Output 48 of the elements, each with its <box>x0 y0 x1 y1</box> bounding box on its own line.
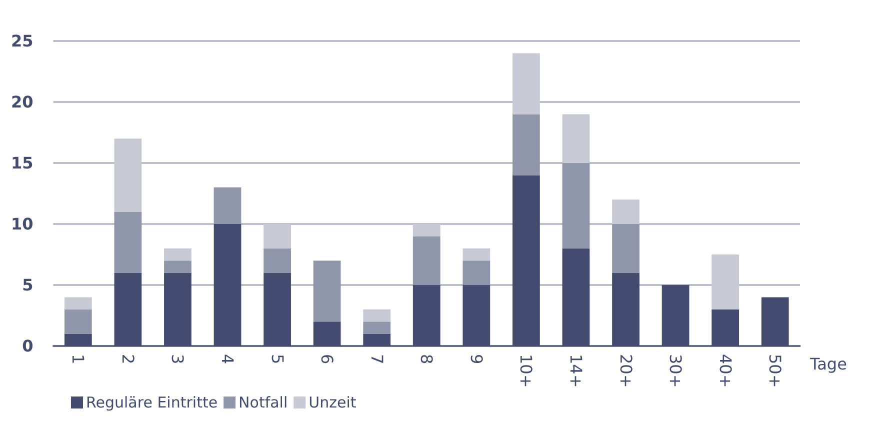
bar <box>264 248 291 273</box>
bar <box>512 53 540 114</box>
bar <box>114 138 142 212</box>
bar <box>313 260 341 322</box>
bar <box>363 309 391 322</box>
bar <box>164 260 192 273</box>
bar <box>562 114 590 163</box>
x-tick-label: 5 <box>268 354 287 364</box>
bar <box>164 248 192 261</box>
bar <box>64 309 92 334</box>
bar <box>114 212 142 273</box>
legend-label: Reguläre Eintritte <box>86 394 218 412</box>
y-tick-label: 25 <box>11 32 34 50</box>
x-tick-label: 6 <box>318 354 337 364</box>
bar <box>612 224 640 273</box>
bar <box>363 322 391 334</box>
x-tick-label: 9 <box>466 354 486 364</box>
y-tick-label: 0 <box>22 336 34 356</box>
bar <box>214 187 242 224</box>
bar <box>264 224 291 248</box>
x-tick-label: 1 <box>68 354 88 364</box>
x-axis-title: Tage <box>809 354 847 374</box>
bar <box>612 200 640 224</box>
x-tick-label: 30+ <box>666 354 686 388</box>
legend-label: Unzeit <box>308 394 356 412</box>
x-tick-label: 50+ <box>766 354 785 388</box>
legend-label: Notfall <box>238 394 288 412</box>
y-tick-label: 10 <box>11 214 34 234</box>
x-tick-label: 7 <box>367 354 386 364</box>
bar <box>412 236 440 285</box>
y-tick-label: 20 <box>11 92 34 112</box>
bar <box>64 297 92 310</box>
x-tick-label: 10+ <box>516 354 536 388</box>
y-tick-label: 5 <box>22 276 34 294</box>
bar <box>562 163 590 248</box>
x-tick-label: 2 <box>118 354 138 364</box>
x-tick-label: 40+ <box>716 354 735 388</box>
x-tick-label: 8 <box>417 354 436 364</box>
bar <box>462 248 490 261</box>
bar <box>512 114 540 176</box>
bar <box>412 224 440 236</box>
x-tick-label: 20+ <box>616 354 636 388</box>
bar <box>712 254 740 310</box>
x-tick-label: 3 <box>168 354 188 364</box>
y-tick-label: 15 <box>11 154 34 172</box>
x-tick-label: 14+ <box>566 354 586 388</box>
bar <box>462 260 490 285</box>
x-tick-label: 4 <box>218 354 238 364</box>
